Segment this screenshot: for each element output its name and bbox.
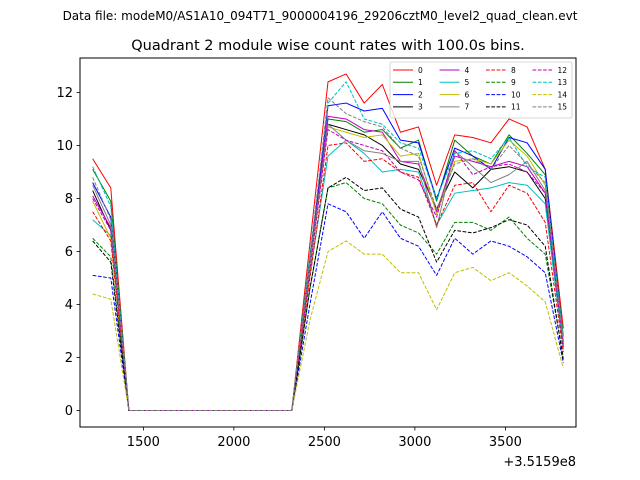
legend-label-2: 2 xyxy=(418,90,423,99)
series-line-13 xyxy=(92,81,564,412)
series-line-14 xyxy=(92,240,564,412)
x-tick-label: 3500 xyxy=(489,435,522,450)
x-tick-label: 1500 xyxy=(127,435,160,450)
axes-frame xyxy=(79,57,577,428)
legend-label-11: 11 xyxy=(511,103,521,112)
y-tick-label: 0 xyxy=(65,404,73,419)
x-tick-label: 2500 xyxy=(308,435,341,450)
legend-label-3: 3 xyxy=(418,103,423,112)
legend-label-10: 10 xyxy=(511,90,521,99)
series-line-12 xyxy=(92,129,564,412)
legend-label-9: 9 xyxy=(511,78,516,87)
legend-label-4: 4 xyxy=(465,66,470,75)
legend-label-8: 8 xyxy=(511,66,516,75)
x-offset-label: +3.5159e8 xyxy=(503,455,576,470)
legend-label-6: 6 xyxy=(465,90,470,99)
x-tick-label: 2000 xyxy=(217,435,250,450)
series-line-15 xyxy=(92,97,564,412)
legend-box xyxy=(389,61,573,119)
y-tick-label: 10 xyxy=(56,139,73,154)
x-tick-label: 3000 xyxy=(398,435,431,450)
y-tick-label: 12 xyxy=(56,86,73,101)
legend-label-1: 1 xyxy=(418,78,423,87)
y-tick-label: 6 xyxy=(65,245,73,260)
suptitle: Data file: modeM0/AS1A10_094T71_90000041… xyxy=(63,9,578,23)
x-axis: 1500 2000 2500 3000 3500 xyxy=(127,427,522,450)
y-tick-label: 4 xyxy=(65,298,73,313)
plot-area xyxy=(92,73,564,412)
y-tick-label: 8 xyxy=(65,192,73,207)
legend-label-7: 7 xyxy=(465,103,470,112)
legend-label-14: 14 xyxy=(558,90,568,99)
legend-label-15: 15 xyxy=(558,103,568,112)
y-tick-label: 2 xyxy=(65,351,73,366)
legend-label-13: 13 xyxy=(558,78,568,87)
legend-label-5: 5 xyxy=(465,78,470,87)
chart-title: Quadrant 2 module wise count rates with … xyxy=(131,38,525,54)
legend-label-12: 12 xyxy=(558,66,568,75)
y-axis: 0 2 4 6 8 10 12 xyxy=(56,86,80,419)
legend-label-0: 0 xyxy=(418,66,423,75)
